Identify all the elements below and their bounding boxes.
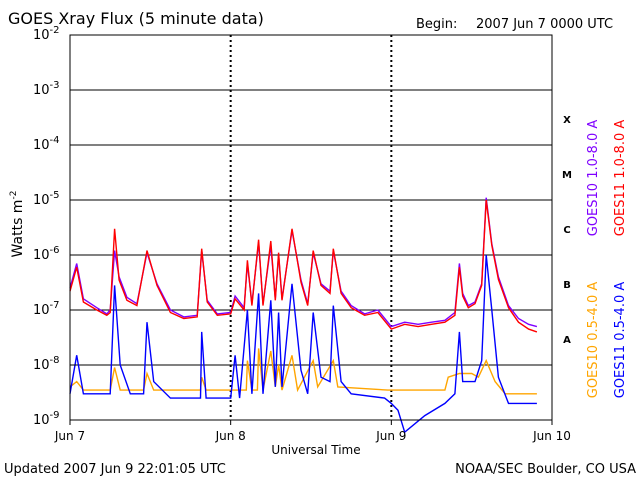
y-tick-base: 10 (33, 83, 50, 98)
legend-layer: GOES10 1.0-8.0 A GOES11 1.0-8.0 A GOES10 0… (586, 120, 628, 399)
flare-class-label: C (563, 225, 570, 236)
y-tick-label: 10-8 (33, 355, 60, 373)
y-axis-label-exp: -2 (9, 191, 19, 200)
y-axis-label: Watts m-2 (9, 191, 26, 258)
y-tick-label: 10-4 (33, 135, 60, 153)
series-goes10-1-0-8-0-a (69, 197, 538, 328)
y-tick-base: 10 (33, 193, 50, 208)
flare-class-label: X (563, 115, 571, 126)
y-tick-exp: -7 (50, 300, 60, 311)
y-tick-base: 10 (33, 28, 50, 43)
series-goes11-0-5-4-0-a (69, 254, 537, 434)
legend-entry: GOES11 1.0-8.0 A (613, 120, 628, 237)
x-axis-label: Universal Time (271, 443, 360, 457)
y-tick-base: 10 (33, 358, 50, 373)
y-tick-exp: -8 (50, 355, 60, 366)
y-tick-base: 10 (33, 413, 50, 428)
y-tick-exp: -2 (50, 25, 60, 36)
y-tick-exp: -6 (50, 245, 60, 256)
legend-entry: GOES10 1.0-8.0 A (586, 120, 601, 237)
y-tick-label: 10-9 (33, 410, 60, 428)
legend-entry: GOES11 0.5-4.0 A (613, 282, 628, 399)
x-tick-label: Jun 10 (532, 429, 571, 443)
chart-title: GOES Xray Flux (5 minute data) (8, 9, 264, 28)
plot-frame (69, 34, 553, 421)
begin-label: Begin: (416, 17, 457, 32)
footer-updated: Updated 2007 Jun 9 22:01:05 UTC (4, 462, 226, 477)
y-tick-base: 10 (33, 138, 50, 153)
y-tick-label: 10-2 (33, 25, 60, 43)
flare-class-label: M (562, 170, 572, 181)
y-tick-label: 10-7 (33, 300, 60, 318)
series-goes11-1-0-8-0-a (69, 199, 538, 333)
y-tick-exp: -9 (50, 410, 60, 421)
y-tick-exp: -4 (50, 135, 60, 146)
y-tick-label: 10-6 (33, 245, 60, 263)
y-axis-label-base: Watts m (10, 200, 26, 258)
x-tick-label: Jun 9 (375, 429, 406, 443)
grid-layer (70, 35, 552, 420)
y-tick-base: 10 (33, 248, 50, 263)
y-tick-label: 10-3 (33, 80, 60, 98)
footer-credit: NOAA/SEC Boulder, CO USA (455, 462, 636, 477)
flare-class-label: B (563, 280, 571, 291)
flare-class-label: A (563, 335, 571, 346)
y-tick-label: 10-5 (33, 190, 60, 208)
y-tick-exp: -3 (50, 80, 60, 91)
series-layer (69, 197, 538, 434)
y-tick-exp: -5 (50, 190, 60, 201)
x-tick-label: Jun 8 (215, 429, 246, 443)
series-goes10-0-5-4-0-a (69, 348, 537, 395)
legend-entry: GOES10 0.5-4.0 A (586, 282, 601, 399)
begin-value: 2007 Jun 7 0000 UTC (476, 17, 613, 32)
y-tick-base: 10 (33, 303, 50, 318)
x-tick-label: Jun 7 (54, 429, 85, 443)
